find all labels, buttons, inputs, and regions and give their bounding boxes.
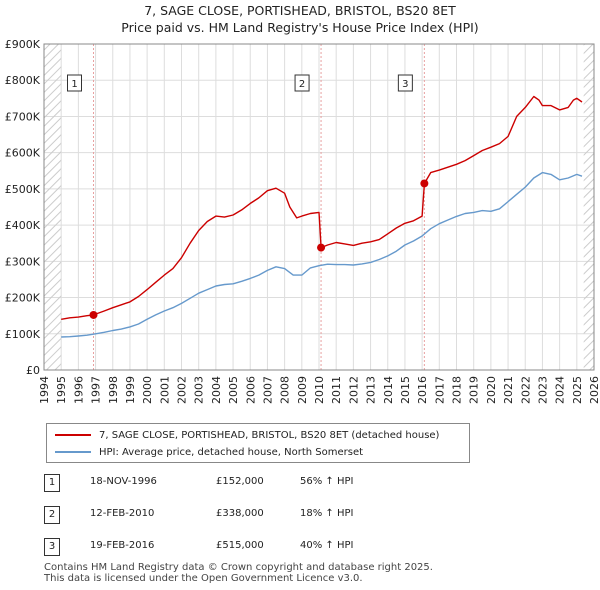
hatch-region-after (583, 44, 594, 370)
hatch-region-before (44, 44, 62, 370)
footer-licence: This data is licensed under the Open Gov… (44, 573, 363, 584)
x-tick-label: 2009 (296, 376, 309, 404)
x-tick-label: 2025 (571, 376, 584, 404)
x-tick-label: 2020 (485, 376, 498, 404)
y-tick-label: £700K (5, 110, 41, 123)
sale-marker (317, 243, 326, 252)
y-tick-label: £200K (5, 292, 41, 305)
sale-date: 12-FEB-2010 (90, 508, 155, 519)
y-tick-label: £800K (5, 74, 41, 87)
y-tick-label: £100K (5, 328, 41, 341)
legend-label-hpi: HPI: Average price, detached house, Nort… (99, 446, 364, 458)
x-tick-label: 2014 (382, 376, 395, 404)
y-tick-label: £600K (5, 147, 41, 160)
legend-swatch-property (55, 434, 91, 436)
legend-item-property: 7, SAGE CLOSE, PORTISHEAD, BRISTOL, BS20… (55, 427, 439, 443)
x-tick-label: 2016 (416, 376, 429, 404)
chart-title-line1: 7, SAGE CLOSE, PORTISHEAD, BRISTOL, BS20… (144, 3, 456, 18)
x-tick-label: 1994 (38, 376, 51, 404)
footer: Contains HM Land Registry data © Crown c… (44, 562, 433, 584)
sale-number-badge: 2 (44, 506, 60, 524)
x-tick-label: 2010 (313, 376, 326, 404)
sale-row: 2 12-FEB-2010 £338,000 18% ↑ HPI (44, 506, 444, 526)
x-tick-label: 2022 (519, 376, 532, 404)
x-tick-label: 2012 (347, 376, 360, 404)
y-tick-label: £500K (5, 183, 41, 196)
sale-row: 1 18-NOV-1996 £152,000 56% ↑ HPI (44, 474, 444, 494)
x-tick-label: 2001 (158, 376, 171, 404)
x-tick-label: 2005 (227, 376, 240, 404)
x-tick-label: 2017 (433, 376, 446, 404)
x-tick-label: 2023 (536, 376, 549, 404)
sale-label-text: 2 (299, 79, 305, 90)
x-tick-label: 2015 (399, 376, 412, 404)
y-tick-label: £400K (5, 219, 41, 232)
property-price-line (61, 95, 583, 320)
x-tick-label: 2006 (244, 376, 257, 404)
x-tick-label: 2021 (502, 376, 515, 404)
y-tick-label: £0 (26, 364, 40, 377)
x-tick-label: 2011 (330, 376, 343, 404)
y-tick-label: £300K (5, 255, 41, 268)
sale-label-text: 3 (402, 79, 408, 90)
legend-label-property: 7, SAGE CLOSE, PORTISHEAD, BRISTOL, BS20… (99, 429, 440, 441)
sale-row: 3 19-FEB-2016 £515,000 40% ↑ HPI (44, 538, 444, 558)
y-tick-label: £900K (5, 38, 41, 51)
legend-swatch-hpi (55, 451, 91, 453)
sale-label-box (67, 74, 82, 92)
sale-label-text: 1 (71, 79, 77, 90)
x-tick-label: 2007 (261, 376, 274, 404)
legend-item-hpi: HPI: Average price, detached house, Nort… (55, 444, 363, 460)
sale-price: £515,000 (216, 540, 264, 551)
sale-marker (420, 179, 429, 188)
plot-frame (43, 43, 595, 371)
x-tick-label: 2013 (365, 376, 378, 404)
x-tick-label: 1995 (55, 376, 68, 404)
x-tick-label: 2019 (468, 376, 481, 404)
x-tick-label: 1998 (107, 376, 120, 404)
x-tick-label: 2002 (176, 376, 189, 404)
sale-label-box (294, 74, 310, 92)
x-tick-label: 2018 (451, 376, 464, 404)
hpi-line (61, 171, 583, 338)
x-tick-label: 1996 (72, 376, 85, 404)
footer-copyright: Contains HM Land Registry data © Crown c… (44, 562, 433, 573)
x-tick-label: 2004 (210, 376, 223, 404)
sale-hpi-change: 18% ↑ HPI (300, 508, 354, 519)
x-tick-label: 2000 (141, 376, 154, 404)
x-tick-label: 2008 (279, 376, 292, 404)
sale-date: 19-FEB-2016 (90, 540, 155, 551)
x-tick-label: 2003 (193, 376, 206, 404)
sale-hpi-change: 40% ↑ HPI (300, 540, 354, 551)
chart-title-line2: Price paid vs. HM Land Registry's House … (121, 20, 479, 35)
sale-price: £338,000 (216, 508, 264, 519)
sale-label-box (397, 74, 413, 92)
x-tick-label: 1999 (124, 376, 137, 404)
x-tick-label: 2026 (588, 376, 600, 404)
sale-number-badge: 1 (44, 474, 60, 492)
sale-date: 18-NOV-1996 (90, 476, 157, 487)
x-tick-label: 1997 (90, 376, 103, 404)
sale-marker (89, 310, 98, 319)
sale-price: £152,000 (216, 476, 264, 487)
sale-hpi-change: 56% ↑ HPI (300, 476, 354, 487)
sale-number-badge: 3 (44, 538, 60, 556)
x-tick-label: 2024 (554, 376, 567, 404)
legend: 7, SAGE CLOSE, PORTISHEAD, BRISTOL, BS20… (46, 423, 470, 463)
price-chart: 1994 1995 1996 1997 1998 1999 2000 2001 2002 2003… (5, 38, 600, 404)
